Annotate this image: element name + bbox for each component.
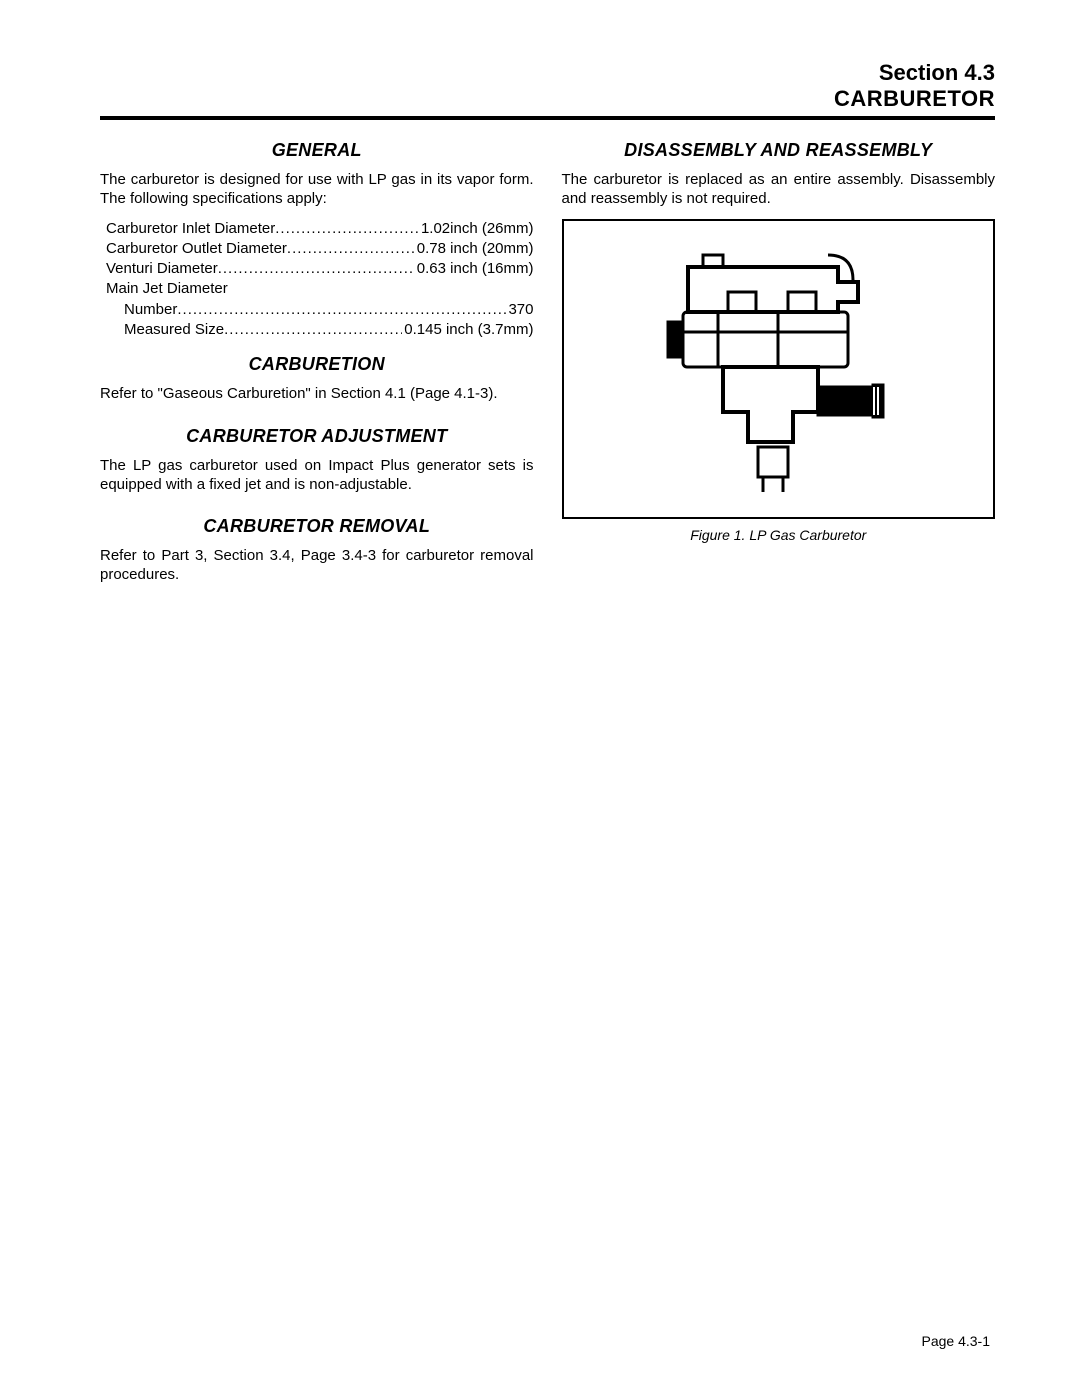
disassembly-text: The carburetor is replaced as an entire … — [562, 171, 996, 209]
spec-label: Carburetor Outlet Diameter — [106, 239, 287, 259]
page-number: Page 4.3-1 — [922, 1333, 991, 1349]
adjustment-text: The LP gas carburetor used on Impact Plu… — [100, 457, 534, 495]
spec-dots — [177, 300, 506, 320]
figure-caption: Figure 1. LP Gas Carburetor — [562, 527, 996, 543]
header-rule — [100, 116, 995, 120]
spec-table: Carburetor Inlet Diameter 1.02inch (26mm… — [106, 219, 534, 341]
carburetor-illustration-icon — [628, 237, 928, 507]
spec-value: 0.145 inch (3.7mm) — [402, 320, 533, 340]
spec-label: Measured Size — [124, 320, 224, 340]
spec-value: 370 — [506, 300, 533, 320]
heading-removal: CARBURETOR REMOVAL — [100, 516, 534, 537]
spec-row: Measured Size 0.145 inch (3.7mm) — [106, 320, 534, 340]
spec-row: Main Jet Diameter — [106, 279, 534, 299]
spec-dots — [287, 239, 415, 259]
section-title: CARBURETOR — [100, 86, 995, 112]
heading-general: GENERAL — [100, 140, 534, 161]
spec-row: Number 370 — [106, 300, 534, 320]
spec-value: 1.02inch (26mm) — [419, 219, 534, 239]
general-intro: The carburetor is designed for use with … — [100, 171, 534, 209]
figure-box — [562, 219, 996, 519]
content-columns: GENERAL The carburetor is designed for u… — [100, 134, 995, 595]
spec-label: Main Jet Diameter — [106, 279, 228, 299]
spec-row: Venturi Diameter 0.63 inch (16mm) — [106, 259, 534, 279]
spec-label: Carburetor Inlet Diameter — [106, 219, 275, 239]
spec-label: Number — [124, 300, 177, 320]
heading-disassembly: DISASSEMBLY AND REASSEMBLY — [562, 140, 996, 161]
spec-row: Carburetor Inlet Diameter 1.02inch (26mm… — [106, 219, 534, 239]
spec-dots — [224, 320, 402, 340]
heading-carburetion: CARBURETION — [100, 354, 534, 375]
spec-value: 0.78 inch (20mm) — [415, 239, 534, 259]
left-column: GENERAL The carburetor is designed for u… — [100, 134, 534, 595]
section-label: Section 4.3 — [100, 60, 995, 86]
spec-value: 0.63 inch (16mm) — [415, 259, 534, 279]
removal-text: Refer to Part 3, Section 3.4, Page 3.4-3… — [100, 547, 534, 585]
spec-row: Carburetor Outlet Diameter 0.78 inch (20… — [106, 239, 534, 259]
spec-label: Venturi Diameter — [106, 259, 218, 279]
page-header: Section 4.3 CARBURETOR — [100, 60, 995, 112]
carburetion-text: Refer to "Gaseous Carburetion" in Sectio… — [100, 385, 534, 404]
right-column: DISASSEMBLY AND REASSEMBLY The carbureto… — [562, 134, 996, 595]
heading-adjustment: CARBURETOR ADJUSTMENT — [100, 426, 534, 447]
spec-dots — [275, 219, 419, 239]
spec-dots — [218, 259, 415, 279]
